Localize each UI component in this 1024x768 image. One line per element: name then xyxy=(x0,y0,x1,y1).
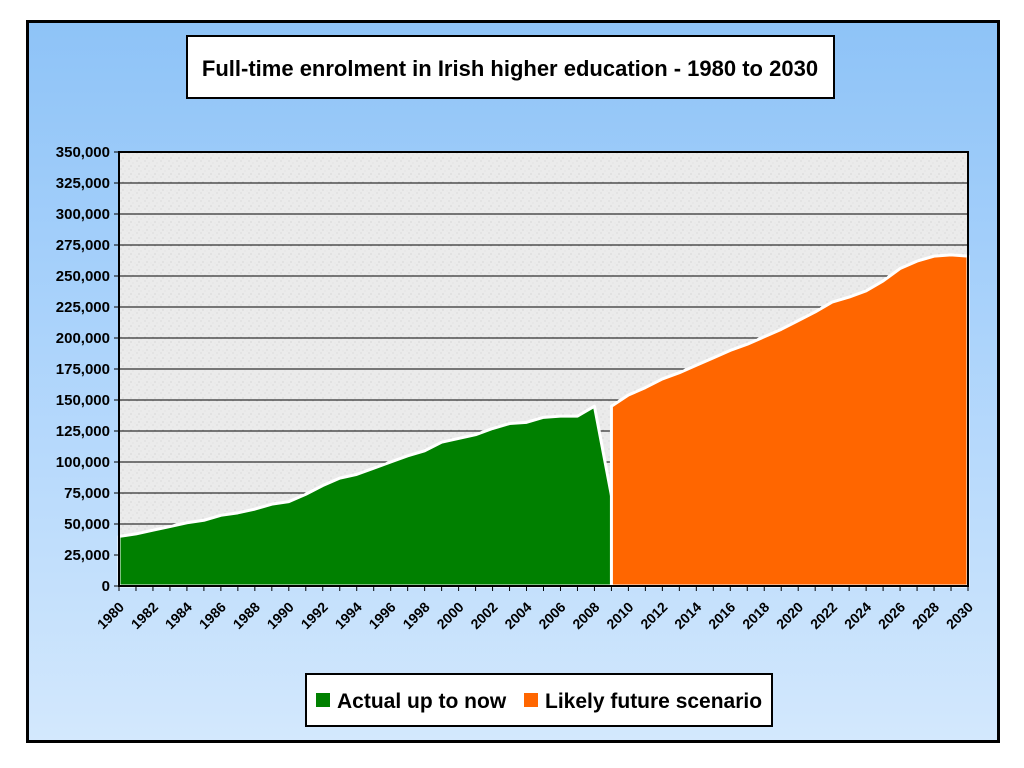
y-tick-label: 25,000 xyxy=(64,547,110,564)
y-tick-label: 175,000 xyxy=(56,361,110,378)
x-tick-label: 2010 xyxy=(603,599,636,632)
y-tick-label: 125,000 xyxy=(56,423,110,440)
title-background xyxy=(186,35,835,99)
legend-box xyxy=(305,673,773,727)
y-axis: 0 25,000 50,000 75,000 100,000 125,000 150,000… xyxy=(56,144,119,595)
x-tick-label: 2026 xyxy=(875,599,908,632)
x-tick-label: 1998 xyxy=(399,599,432,632)
y-tick-label: 100,000 xyxy=(56,454,110,471)
chart-title-box: Full-time enrolment in Irish higher educ… xyxy=(186,35,835,99)
x-tick-label: 2020 xyxy=(773,599,806,632)
y-tick-label: 150,000 xyxy=(56,392,110,409)
x-tick-label: 2000 xyxy=(433,599,466,632)
x-tick-label: 2028 xyxy=(909,599,942,632)
x-tick-label: 1982 xyxy=(128,599,161,632)
y-tick-label: 250,000 xyxy=(56,268,110,285)
y-tick-label: 225,000 xyxy=(56,299,110,316)
x-tick-label: 2006 xyxy=(535,599,568,632)
x-tick-label: 2016 xyxy=(705,599,738,632)
area-series-actual xyxy=(117,404,630,588)
y-tick-label: 200,000 xyxy=(56,330,110,347)
legend-swatch-future xyxy=(524,693,538,707)
y-tick-label: 300,000 xyxy=(56,206,110,223)
x-tick-label: 1996 xyxy=(365,599,398,632)
series-layer xyxy=(117,253,970,588)
y-tick-label: 325,000 xyxy=(56,175,110,192)
legend-label-future: Likely future scenario xyxy=(545,690,762,713)
x-axis: 1980 1982 1984 1986 1988 1990 1992 1994 1996 1998… xyxy=(94,586,976,632)
x-tick-label: 1980 xyxy=(94,599,127,632)
chart-title: Full-time enrolment in Irish higher educ… xyxy=(202,56,818,81)
x-tick-label: 2030 xyxy=(943,599,976,632)
x-tick-label: 2004 xyxy=(501,599,534,632)
x-tick-label: 2024 xyxy=(841,599,874,632)
area-series-future xyxy=(609,253,970,588)
legend-swatch-actual xyxy=(316,693,330,707)
legend: Actual up to now Likely future scenario xyxy=(305,673,773,727)
x-tick-label: 2018 xyxy=(739,599,772,632)
y-tick-label: 0 xyxy=(102,578,110,595)
x-tick-label: 1990 xyxy=(264,599,297,632)
y-tick-label: 75,000 xyxy=(64,485,110,502)
x-tick-label: 1992 xyxy=(298,599,331,632)
x-tick-label: 2012 xyxy=(637,599,670,632)
x-tick-label: 1984 xyxy=(162,599,195,632)
x-tick-label: 1988 xyxy=(230,599,263,632)
y-tick-label: 350,000 xyxy=(56,144,110,161)
x-tick-label: 1986 xyxy=(196,599,229,632)
x-tick-label: 2002 xyxy=(467,599,500,632)
x-tick-label: 2014 xyxy=(671,599,704,632)
x-tick-label: 1994 xyxy=(331,599,364,632)
x-tick-label: 2022 xyxy=(807,599,840,632)
y-tick-label: 275,000 xyxy=(56,237,110,254)
x-tick-label: 2008 xyxy=(569,599,602,632)
y-tick-label: 50,000 xyxy=(64,516,110,533)
legend-label-actual: Actual up to now xyxy=(337,690,507,713)
